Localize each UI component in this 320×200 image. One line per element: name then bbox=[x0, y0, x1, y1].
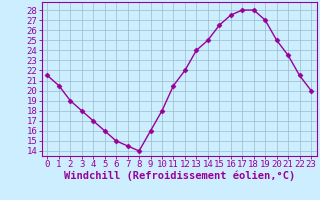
X-axis label: Windchill (Refroidissement éolien,°C): Windchill (Refroidissement éolien,°C) bbox=[64, 171, 295, 181]
